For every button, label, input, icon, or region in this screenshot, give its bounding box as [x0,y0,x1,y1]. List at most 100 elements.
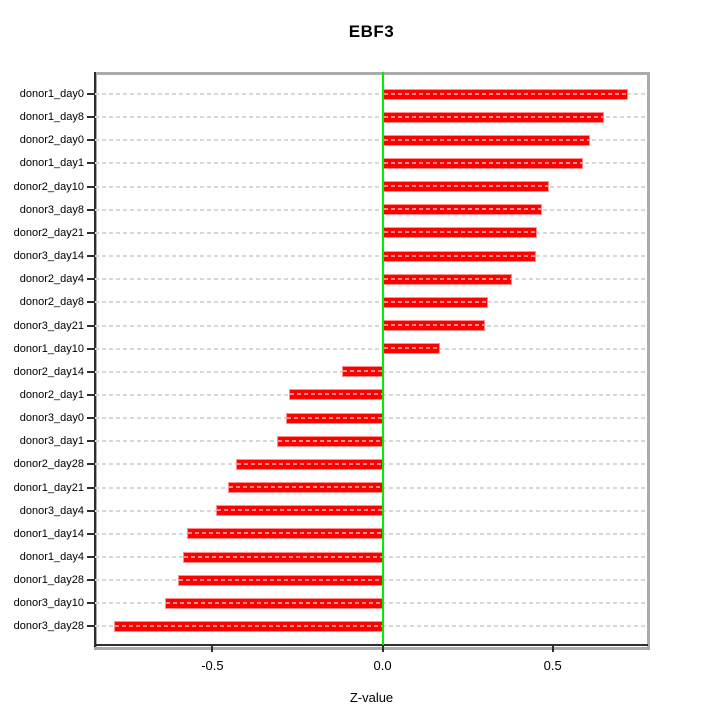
y-tick [87,370,95,373]
y-tick [87,278,95,281]
y-tick [87,231,95,234]
category-label: donor1_day0 [19,88,84,100]
bar-donor3_day10 [164,597,383,609]
y-tick [87,440,95,443]
y-tick [87,486,95,489]
chart-title: EBF3 [348,22,395,41]
y-tick [87,463,95,466]
row-gridline [95,278,648,281]
bar-donor3_day0 [285,412,383,424]
bar-dash-pattern [383,231,537,234]
row-gridline [95,162,648,165]
bar-donor1_day1 [382,157,584,169]
bar-donor1_day10 [382,343,441,355]
bar-dash-pattern [383,92,627,95]
bar-dash-pattern [114,624,382,627]
zero-line [381,72,384,645]
x-axis-line [94,644,648,646]
x-axis-title: Z-value [349,690,394,705]
category-label: donor3_day1 [19,435,84,448]
y-tick [87,393,95,396]
bar-donor1_day14 [186,528,383,540]
bar-donor2_day4 [382,273,512,285]
x-tick-label: 0.5 [543,658,562,673]
x-tick-label: -0.5 [201,658,224,673]
category-label: donor3_day10 [13,597,84,610]
x-tick-label: 0.0 [373,658,392,673]
bar-dash-pattern [278,439,382,442]
bar-dash-pattern [383,208,542,211]
bar-donor1_day4 [183,551,383,563]
x-tick [381,646,384,652]
category-label: donor3_day21 [13,319,84,332]
y-tick [87,208,95,211]
bar-dash-pattern [216,509,382,512]
row-gridline [95,301,648,304]
category-label: donor1_day4 [19,551,84,563]
bar-dash-pattern [383,115,603,118]
row-gridline [95,93,648,95]
y-tick [87,556,95,558]
bar-donor2_day21 [382,227,538,239]
category-label: donor3_day0 [19,412,84,425]
y-tick [87,579,95,582]
y-axis-line [94,72,96,647]
bar-dash-pattern [383,277,511,280]
category-label: donor2_day14 [13,365,84,378]
y-tick [87,417,95,420]
y-tick [87,509,95,512]
category-label: donor1_day14 [13,527,84,540]
bar-dash-pattern [289,393,382,396]
bar-donor3_day8 [382,204,543,216]
category-label: donor1_day10 [13,342,84,355]
bar-dash-pattern [383,324,484,326]
category-label: donor2_day28 [13,458,84,471]
category-label: donor2_day10 [13,180,84,193]
category-label: donor2_day1 [19,388,84,401]
category-label: donor2_day0 [19,134,84,147]
y-tick [87,532,95,535]
category-label: donor2_day8 [19,296,84,309]
bar-donor2_day8 [382,296,489,308]
y-tick [87,324,95,327]
bar-donor1_day21 [227,482,383,494]
bar-donor2_day1 [288,389,383,401]
bar-donor1_day0 [382,88,628,100]
bar-donor3_day4 [215,505,383,517]
row-gridline [95,116,648,119]
y-tick [87,301,95,304]
y-tick [87,347,95,350]
category-label: donor1_day1 [19,157,84,170]
y-tick [87,162,95,165]
bar-donor2_day10 [382,181,550,193]
category-label: donor3_day8 [19,203,84,216]
bar-donor1_day28 [178,574,383,586]
bar-dash-pattern [184,555,382,558]
bar-dash-pattern [383,161,583,164]
category-label: donor1_day8 [19,111,84,124]
bar-dash-pattern [187,532,382,535]
bar-dash-pattern [228,486,382,489]
y-tick [87,255,95,258]
bar-donor3_day21 [382,320,485,331]
bar-donor1_day8 [382,111,604,123]
bar-dash-pattern [286,416,382,419]
x-tick [211,646,214,652]
row-gridline [95,208,648,211]
y-tick [87,625,95,628]
bar-donor3_day28 [113,620,383,632]
bar-dash-pattern [383,138,590,141]
y-tick [87,602,95,605]
plot-area [95,72,648,645]
bar-dash-pattern [165,601,382,604]
y-tick [87,93,95,95]
row-gridline [95,231,648,234]
row-gridline [95,185,648,188]
row-gridline [95,139,648,142]
bar-dash-pattern [237,462,382,465]
bar-donor3_day14 [382,250,536,262]
category-label: donor1_day28 [13,574,84,587]
y-tick [87,116,95,119]
category-label: donor1_day21 [13,481,84,494]
